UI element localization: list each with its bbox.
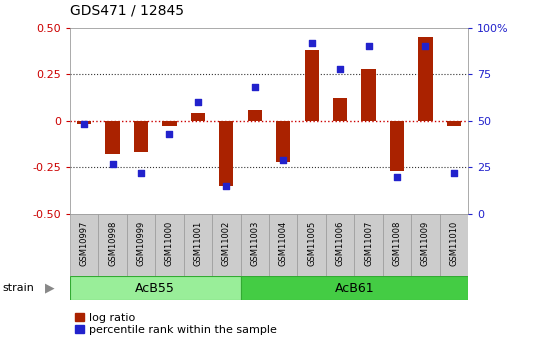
Text: GSM11005: GSM11005 <box>307 221 316 266</box>
Point <box>194 99 202 105</box>
Bar <box>162 121 176 126</box>
Point <box>450 170 458 176</box>
FancyBboxPatch shape <box>269 214 298 276</box>
Text: GSM10998: GSM10998 <box>108 221 117 266</box>
Bar <box>305 50 318 121</box>
FancyBboxPatch shape <box>298 214 326 276</box>
FancyBboxPatch shape <box>70 214 98 276</box>
Bar <box>362 69 376 121</box>
FancyBboxPatch shape <box>383 214 411 276</box>
Bar <box>77 121 91 125</box>
Point <box>307 40 316 45</box>
FancyBboxPatch shape <box>127 214 155 276</box>
Point <box>364 43 373 49</box>
FancyBboxPatch shape <box>70 276 240 300</box>
Point <box>222 183 231 189</box>
Bar <box>191 113 205 121</box>
Text: strain: strain <box>3 283 34 293</box>
Text: GSM11003: GSM11003 <box>250 221 259 266</box>
Bar <box>134 121 148 152</box>
Bar <box>390 121 404 171</box>
Text: GSM10999: GSM10999 <box>137 221 146 266</box>
Bar <box>276 121 291 162</box>
Text: AcB61: AcB61 <box>335 282 374 295</box>
FancyBboxPatch shape <box>212 214 240 276</box>
Point <box>279 157 287 162</box>
Text: GSM11001: GSM11001 <box>193 221 202 266</box>
Text: GSM10997: GSM10997 <box>80 221 89 266</box>
Bar <box>447 121 461 126</box>
Bar <box>220 121 233 186</box>
FancyBboxPatch shape <box>155 214 183 276</box>
FancyBboxPatch shape <box>440 214 468 276</box>
FancyBboxPatch shape <box>183 214 212 276</box>
Text: AcB55: AcB55 <box>136 282 175 295</box>
Point <box>393 174 401 179</box>
Point <box>251 85 259 90</box>
Text: GSM11008: GSM11008 <box>392 221 401 266</box>
Text: GSM11002: GSM11002 <box>222 221 231 266</box>
Point <box>80 122 88 127</box>
FancyBboxPatch shape <box>355 214 383 276</box>
Bar <box>105 121 119 154</box>
Point <box>108 161 117 166</box>
FancyBboxPatch shape <box>240 276 468 300</box>
Bar <box>333 98 347 121</box>
Text: GSM11010: GSM11010 <box>449 221 458 266</box>
Text: GSM11007: GSM11007 <box>364 221 373 266</box>
Text: ▶: ▶ <box>45 282 54 295</box>
FancyBboxPatch shape <box>98 214 127 276</box>
Legend: log ratio, percentile rank within the sample: log ratio, percentile rank within the sa… <box>75 313 277 335</box>
Text: GSM11009: GSM11009 <box>421 221 430 266</box>
Point <box>421 43 430 49</box>
Bar <box>247 110 262 121</box>
Text: GSM11006: GSM11006 <box>336 221 345 266</box>
FancyBboxPatch shape <box>326 214 355 276</box>
Bar <box>418 37 433 121</box>
Text: GSM11004: GSM11004 <box>279 221 288 266</box>
Text: GDS471 / 12845: GDS471 / 12845 <box>70 3 184 17</box>
Point <box>165 131 174 137</box>
Point <box>336 66 344 71</box>
Point <box>137 170 145 176</box>
Text: GSM11000: GSM11000 <box>165 221 174 266</box>
FancyBboxPatch shape <box>240 214 269 276</box>
FancyBboxPatch shape <box>411 214 440 276</box>
